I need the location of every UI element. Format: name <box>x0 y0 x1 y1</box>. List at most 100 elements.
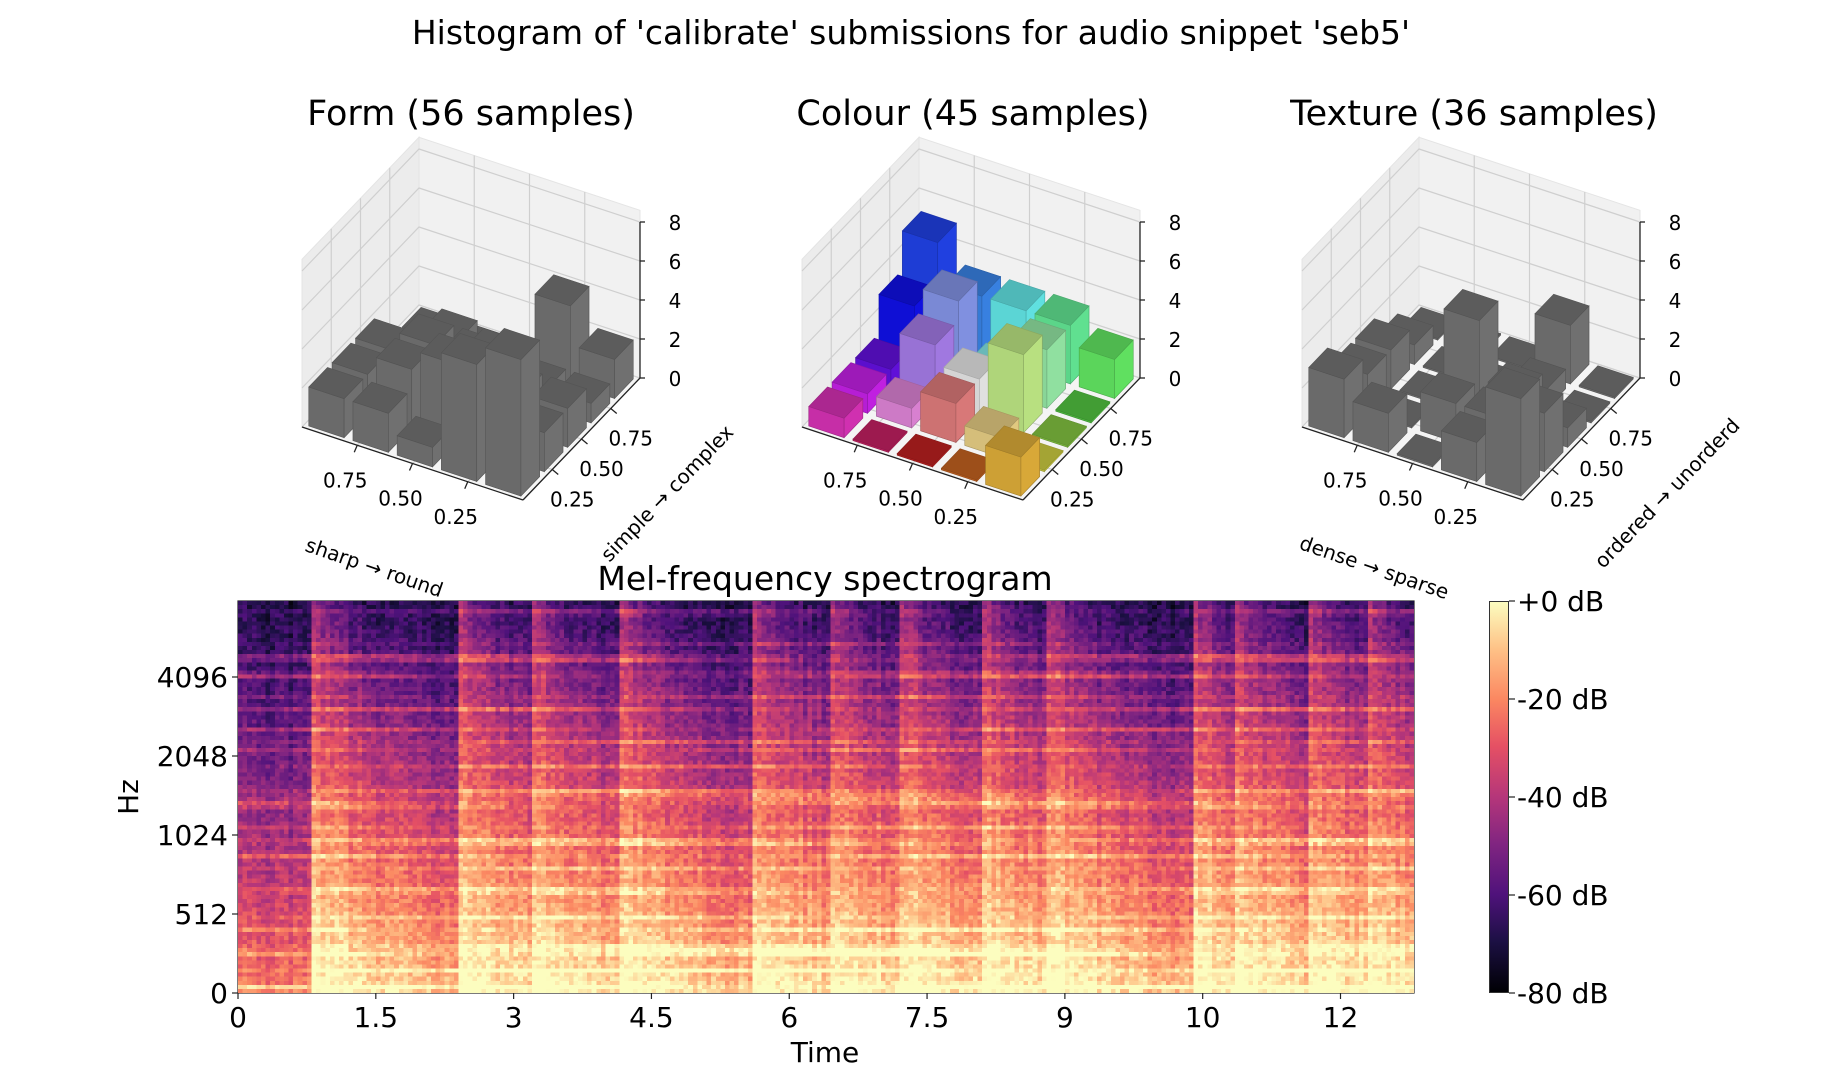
bar-front-face <box>1520 378 1540 497</box>
y-tick-label: 0.75 <box>1108 427 1153 451</box>
bar-top-face <box>987 323 1043 356</box>
gridline <box>301 187 641 311</box>
gridline <box>1301 226 1641 350</box>
z-tick-label: 8 <box>1669 211 1682 235</box>
y-tick <box>581 438 588 445</box>
form-3d-histogram: 0.25 0.50 0.75 0.25 0.50 0.75 0 2 4 6 8 sharp → rou… <box>301 136 738 603</box>
texture-3d-histogram: 0.25 0.50 0.75 0.25 0.50 0.75 0 2 4 6 8 dense → spa… <box>1297 136 1745 605</box>
gridline <box>301 148 641 272</box>
bar <box>396 415 452 468</box>
bar-side-face <box>441 352 478 482</box>
spectrogram-heatmap <box>238 601 1414 993</box>
x-tick <box>1464 481 1469 490</box>
x-axis-label: dense → sparse <box>1297 531 1453 605</box>
z-tick-label: 4 <box>1669 289 1682 313</box>
x-tick-label: 0.25 <box>933 505 978 529</box>
figure-title: Histogram of 'calibrate' submissions for… <box>412 13 1410 52</box>
bar-top-face <box>1055 389 1111 422</box>
y-tick-label: 0.25 <box>1050 488 1095 512</box>
y-tick-label: 0 <box>210 977 228 1010</box>
x-tick <box>1408 463 1414 471</box>
bar <box>920 371 976 444</box>
bar-front-face <box>520 339 540 497</box>
colorbar-tick-label: -20 dB <box>1517 683 1609 716</box>
gridline <box>801 187 1141 311</box>
bar-top-face <box>990 279 1046 312</box>
bar <box>534 274 590 385</box>
colorbar-tick-label: -40 dB <box>1517 781 1609 814</box>
colorbar-tick-label: -60 dB <box>1517 879 1609 912</box>
spectrogram-title: Mel-frequency spectrogram <box>597 559 1052 598</box>
z-tick-label: 6 <box>1669 250 1682 274</box>
z-tick-label: 8 <box>1169 211 1182 235</box>
bar <box>985 425 1041 497</box>
colour-chart-title: Colour (45 samples) <box>796 94 1149 134</box>
bar-side-face <box>485 347 522 497</box>
x-tick <box>1353 444 1358 453</box>
x-axis-label: sharp → round <box>302 533 446 603</box>
y-tick-label: 0.50 <box>1079 457 1124 481</box>
z-tick-label: 6 <box>1169 250 1182 274</box>
x-tick <box>964 481 969 490</box>
y-tick <box>551 469 559 475</box>
y-tick-label: 1024 <box>157 819 228 852</box>
bar-top-face <box>1485 367 1541 399</box>
x-tick-label: 1.5 <box>354 1001 399 1034</box>
colour-3d-histogram: 0.25 0.50 0.75 0.25 0.50 0.75 0 2 4 6 8 <box>801 136 1182 529</box>
bar-top-face <box>308 367 364 400</box>
bar <box>1078 327 1134 400</box>
bar-top-face <box>534 274 590 307</box>
x-tick-label: 0 <box>229 1001 247 1034</box>
bar-top-face <box>1078 327 1134 360</box>
spectrogram-axes: 0 1.5 3 4.5 6 7.5 9 10 12 0 512 1024 2048 4096 <box>157 661 1359 1034</box>
x-tick-label: 7.5 <box>905 1001 950 1034</box>
texture-chart-title: Texture (36 samples) <box>1289 94 1658 134</box>
bar-top-face <box>899 313 955 346</box>
y-tick-label: 2048 <box>157 740 228 773</box>
bar <box>1485 367 1541 497</box>
y-tick-label: 0.25 <box>550 488 595 512</box>
bar-top-face <box>920 371 976 404</box>
bar-top-face <box>352 381 408 414</box>
z-tick-label: 0 <box>1169 367 1182 391</box>
x-tick <box>908 463 914 471</box>
bar-top-face <box>831 362 887 395</box>
x-tick-label: 0.50 <box>1378 487 1423 511</box>
bar-top-face <box>1034 293 1090 326</box>
y-tick-label: 0.50 <box>1579 457 1624 481</box>
bar-top-face <box>1578 365 1634 398</box>
gridline <box>801 148 1141 272</box>
z-tick-label: 2 <box>669 328 682 352</box>
bar <box>1440 410 1496 483</box>
spectrogram-ylabel: Hz <box>112 779 145 815</box>
bar <box>896 433 952 468</box>
form-chart-title: Form (56 samples) <box>307 94 635 134</box>
bar-top-face <box>985 425 1041 458</box>
bar-top-face <box>1031 414 1087 447</box>
bar <box>1352 381 1408 454</box>
bar-top-face <box>896 433 952 466</box>
bar-top-face <box>1308 347 1364 380</box>
bar <box>1031 414 1087 449</box>
bar <box>485 328 541 497</box>
y-tick <box>1110 408 1118 414</box>
bar-top-face <box>1420 371 1476 404</box>
colorbar-axis: +0 dB -20 dB -40 dB -60 dB -80 dB <box>1509 585 1609 1010</box>
x-tick-label: 0.50 <box>378 487 423 511</box>
x-tick-label: 3 <box>505 1001 523 1034</box>
z-tick-label: 0 <box>1669 367 1682 391</box>
y-tick <box>1610 408 1618 414</box>
x-tick-label: 0.75 <box>1323 468 1368 492</box>
colorbar <box>1489 601 1509 993</box>
x-tick <box>853 444 858 453</box>
z-tick-label: 8 <box>669 211 682 235</box>
x-tick-label: 0.25 <box>433 505 478 529</box>
y-tick <box>1551 469 1559 475</box>
bar-top-face <box>808 386 864 419</box>
bar-top-face <box>1352 381 1408 414</box>
x-tick-label: 6 <box>780 1001 798 1034</box>
bar-side-face <box>1485 386 1522 497</box>
bar-top-face <box>578 327 634 360</box>
z-tick-label: 2 <box>1169 328 1182 352</box>
